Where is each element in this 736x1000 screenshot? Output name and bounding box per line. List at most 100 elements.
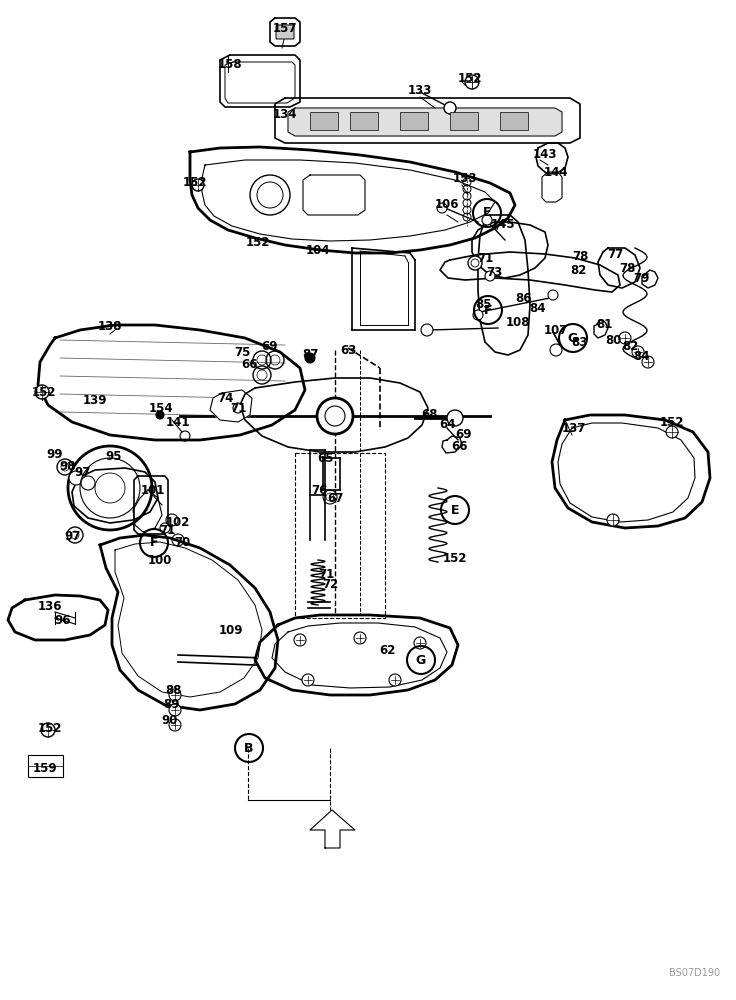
Circle shape xyxy=(169,704,181,716)
Circle shape xyxy=(169,689,181,701)
Text: 67: 67 xyxy=(327,491,343,504)
Text: 98: 98 xyxy=(60,460,77,474)
Polygon shape xyxy=(598,248,640,288)
Polygon shape xyxy=(220,55,300,107)
Polygon shape xyxy=(303,175,365,215)
Text: 83: 83 xyxy=(571,336,587,349)
Text: 71: 71 xyxy=(230,401,246,414)
Text: 89: 89 xyxy=(163,698,180,712)
Polygon shape xyxy=(72,468,158,523)
Text: 141: 141 xyxy=(166,416,190,428)
Circle shape xyxy=(632,346,644,358)
Polygon shape xyxy=(310,810,355,848)
Text: 143: 143 xyxy=(533,148,557,161)
Text: 153: 153 xyxy=(453,172,477,184)
Polygon shape xyxy=(270,18,300,46)
Polygon shape xyxy=(275,98,580,143)
Text: 73: 73 xyxy=(486,265,502,278)
Polygon shape xyxy=(240,378,428,452)
Circle shape xyxy=(548,290,558,300)
Text: 81: 81 xyxy=(596,318,612,332)
Text: 86: 86 xyxy=(516,292,532,304)
Text: 84: 84 xyxy=(528,302,545,314)
Text: 133: 133 xyxy=(408,84,432,97)
Circle shape xyxy=(81,476,95,490)
Text: 102: 102 xyxy=(166,516,190,528)
Polygon shape xyxy=(440,252,620,292)
Text: F: F xyxy=(149,536,158,550)
Text: 139: 139 xyxy=(82,393,107,406)
Text: 78: 78 xyxy=(619,261,635,274)
Text: 95: 95 xyxy=(106,450,122,462)
Text: 71: 71 xyxy=(159,524,175,536)
Circle shape xyxy=(414,637,426,649)
Bar xyxy=(350,112,378,130)
Text: 84: 84 xyxy=(634,350,650,362)
Text: 109: 109 xyxy=(219,624,244,637)
Circle shape xyxy=(169,719,181,731)
Circle shape xyxy=(160,523,170,533)
Text: 144: 144 xyxy=(544,165,568,178)
Circle shape xyxy=(642,356,654,368)
Polygon shape xyxy=(225,62,295,103)
Text: 152: 152 xyxy=(443,552,467,564)
Text: 76: 76 xyxy=(311,484,328,496)
Text: 97: 97 xyxy=(65,530,81,544)
Text: 71: 71 xyxy=(318,568,334,580)
Circle shape xyxy=(619,332,631,344)
Text: 152: 152 xyxy=(183,176,208,188)
Circle shape xyxy=(437,203,447,213)
Circle shape xyxy=(68,446,152,530)
Circle shape xyxy=(421,324,433,336)
Text: 99: 99 xyxy=(47,448,63,462)
Text: 104: 104 xyxy=(305,243,330,256)
Text: 82: 82 xyxy=(622,340,638,354)
Polygon shape xyxy=(100,535,278,710)
Polygon shape xyxy=(115,542,262,697)
Text: 70: 70 xyxy=(174,536,190,548)
Polygon shape xyxy=(536,143,568,174)
Text: 66: 66 xyxy=(241,358,258,370)
Text: 82: 82 xyxy=(570,263,586,276)
Text: 96: 96 xyxy=(54,613,71,626)
Text: 137: 137 xyxy=(562,422,586,434)
Bar xyxy=(450,112,478,130)
Text: 62: 62 xyxy=(379,644,395,656)
Text: 78: 78 xyxy=(572,250,588,263)
Polygon shape xyxy=(272,623,447,688)
Polygon shape xyxy=(558,423,695,522)
Circle shape xyxy=(317,398,353,434)
Circle shape xyxy=(465,75,479,89)
Text: 65: 65 xyxy=(316,452,333,464)
Text: 64: 64 xyxy=(439,418,456,432)
Text: 66: 66 xyxy=(452,440,468,454)
Text: 159: 159 xyxy=(32,762,57,774)
Text: F: F xyxy=(484,304,492,316)
FancyBboxPatch shape xyxy=(276,25,294,39)
Circle shape xyxy=(473,310,483,320)
Circle shape xyxy=(69,471,83,485)
Circle shape xyxy=(444,102,456,114)
Circle shape xyxy=(447,410,463,426)
Circle shape xyxy=(354,632,366,644)
Text: G: G xyxy=(416,654,426,666)
Text: 75: 75 xyxy=(234,346,250,359)
Text: E: E xyxy=(483,207,491,220)
Circle shape xyxy=(156,411,164,419)
Text: 158: 158 xyxy=(218,58,242,72)
Circle shape xyxy=(607,514,619,526)
Bar xyxy=(310,112,338,130)
Text: 69: 69 xyxy=(262,340,278,353)
Text: E: E xyxy=(450,504,459,516)
Polygon shape xyxy=(210,390,252,422)
Text: 68: 68 xyxy=(422,408,438,422)
Bar xyxy=(295,453,385,618)
Text: 152: 152 xyxy=(38,722,63,734)
Text: 100: 100 xyxy=(148,554,172,566)
Text: 138: 138 xyxy=(98,320,122,334)
Text: 79: 79 xyxy=(633,271,649,284)
Text: 108: 108 xyxy=(506,316,530,330)
Text: 90: 90 xyxy=(162,714,178,726)
Bar xyxy=(28,755,63,777)
Text: 63: 63 xyxy=(340,344,356,357)
